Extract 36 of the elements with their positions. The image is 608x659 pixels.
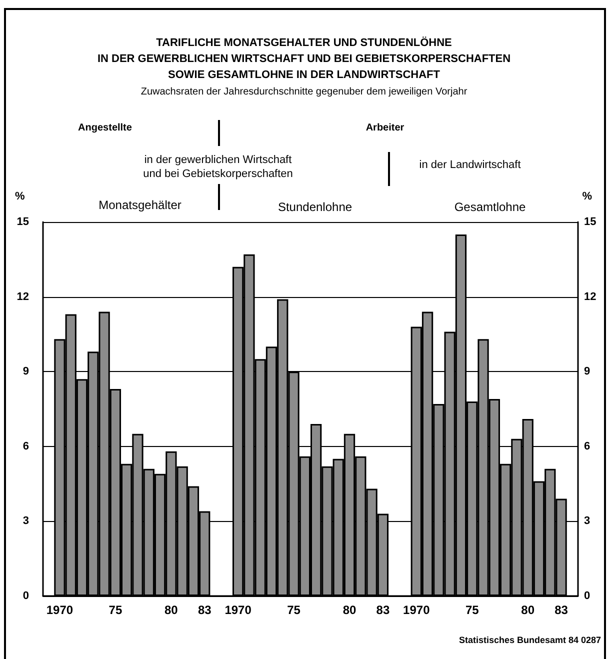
x-tick-label: 83 [376,603,390,617]
y-tick-label: 9 [22,366,29,378]
x-tick-label: 80 [342,603,357,617]
x-tick-label: 75 [108,603,122,617]
y2-tick-label: 12 [584,290,596,303]
x-tick-label: 80 [521,603,535,617]
x-tick-label: 75 [465,603,480,617]
y-tick-label: 3 [22,515,29,528]
x-tick-label: 83 [198,603,212,617]
text: Stundenlohne [278,200,352,214]
y-tick-label: 0 [22,590,29,602]
x-tick-label: 1970 [46,603,74,617]
chart-title: TARIFLICHE MONATSGEHALTER UND STUNDENLÖHNE IN DER GEWERBLICHEN WIRTSCHAFT UND BEI GEBIETSKORPERSCHAFTEN SOWIE GESAMTLOHNE IN DER LANDWIRTSCHAFT [97,36,511,81]
text: Angestellte [78,122,132,134]
y2-axis-title: % [582,190,592,202]
x-tick-label: 80 [164,603,178,617]
text: in der gewerblichen Wirtschaft und bei Gebietskorperschaften [143,154,293,180]
y2-tick-label: 0 [584,590,590,602]
y2-tick-label: 9 [584,366,590,378]
x-tick-label: 75 [287,603,301,617]
x-tick-label: 1970 [224,603,252,617]
text: Gesamtlohne [454,200,526,214]
y-tick-label: 6 [22,440,29,452]
x-tick-label: 83 [554,603,568,617]
y-tick-label: 12 [16,290,29,303]
x-tick-label: 1970 [403,603,430,617]
chart-subtitle: Zuwachsraten der Jahresdurchschnitte gegenuber dem jeweiligen Vorjahr [140,86,468,98]
y2-tick-label: 3 [584,515,590,528]
y-tick-label: 15 [16,216,29,228]
y2-tick-label: 15 [584,216,596,228]
y2-tick-label: 6 [584,440,590,452]
text: in der Landwirtschaft [419,159,521,171]
y-axis-title: % [15,190,25,202]
text: Monatsgehälter [98,198,182,212]
text: Arbeiter [366,122,404,134]
text: Statistisches Bundesamt 84 0287 [458,635,602,645]
